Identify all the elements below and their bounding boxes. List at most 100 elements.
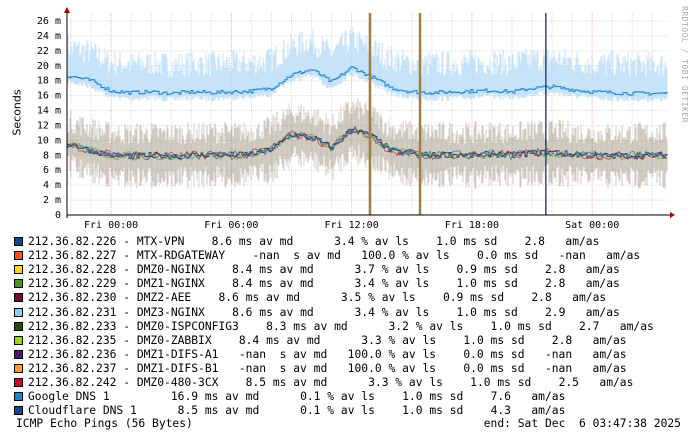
gap [429, 277, 456, 290]
label: av md [218, 390, 260, 404]
label: sd [510, 376, 532, 389]
legend-row: 212.36.82.231 - DMZ3-NGINX 8.6 ms av md … [14, 306, 620, 319]
gap [518, 263, 545, 276]
gap [538, 249, 558, 262]
host-name: 212.36.82.233 - DMZ0-ISPCONFIG3 [28, 319, 239, 333]
host-name: 212.36.82.242 - DMZ0-480-3CX [28, 376, 219, 389]
loss-spike [368, 13, 372, 215]
y-tick-label: 10 m [37, 135, 61, 146]
label: am/as [510, 404, 566, 418]
gap [327, 362, 347, 375]
label: sd [476, 235, 498, 248]
amas-value: 2.8 [544, 263, 566, 277]
sd-value: 1.0 ms [402, 404, 443, 418]
gap [205, 306, 232, 319]
legend-row: 212.36.82.228 - DMZ0-NGINX 8.4 ms av md … [14, 263, 620, 276]
legend-swatch [14, 406, 23, 416]
label: av ls [402, 376, 443, 389]
gap [436, 334, 463, 347]
x-tick-label: Fri 06:00 [204, 220, 258, 230]
label: sd [497, 305, 518, 319]
host-name: Cloudflare DNS 1 [28, 404, 137, 418]
gap [239, 320, 266, 333]
y-axis-title: Seconds [10, 89, 24, 136]
legend-swatch [14, 392, 23, 402]
gap [443, 376, 470, 389]
median-value: -nan s [252, 249, 301, 263]
legend-row: 212.36.82.237 - DMZ1-DIFS-B1 -nan s av m… [14, 362, 627, 375]
label: sd [497, 263, 518, 277]
footer-probe: ICMP Echo Pings (56 Bytes) [16, 417, 193, 430]
gap [327, 348, 347, 361]
gap [463, 390, 490, 403]
label: av ls [368, 235, 409, 248]
x-axis-arrow [670, 212, 675, 218]
amas-value: 7.6 [490, 390, 511, 404]
label: sd [442, 390, 464, 404]
sd-value: 1.0 ms [402, 390, 443, 404]
sd-value: 0.9 ms [442, 291, 484, 305]
label: am/as [572, 361, 627, 375]
gap [184, 235, 211, 248]
loss-value: 100.0 % [347, 347, 396, 361]
label: av ls [395, 347, 437, 361]
legend-swatch [14, 335, 23, 345]
legend-swatch [14, 378, 23, 387]
legend-swatch [14, 293, 23, 303]
sd-value: 1.0 ms [456, 277, 498, 291]
median-value: 8.4 ms [238, 333, 280, 347]
y-tick-label: 14 m [37, 106, 61, 117]
host-median-line [66, 126, 668, 161]
loss-value: 0.1 % [300, 390, 335, 404]
gap [463, 320, 490, 333]
amas-value: 2.8 [531, 291, 552, 305]
label: av md [286, 376, 328, 389]
legend-row: 212.36.82.236 - DMZ1-DIFS-A1 -nan s av m… [14, 348, 627, 361]
legend-row: 212.36.82.235 - DMZ0-ZABBIX 8.4 ms av md… [14, 334, 627, 347]
loss-value: 3.3 % [361, 333, 396, 347]
gap [450, 249, 477, 262]
host-name: 212.36.82.229 - DMZ1-NGINX [28, 277, 205, 291]
legend-row: 212.36.82.233 - DMZ0-ISPCONFIG3 8.3 ms a… [14, 320, 654, 333]
loss-spike [545, 13, 547, 215]
series-0 [66, 27, 668, 103]
median-value: 8.5 ms [177, 404, 219, 418]
gap [212, 334, 239, 347]
label: am/as [578, 376, 634, 389]
gap [137, 404, 178, 417]
label: av md [279, 333, 321, 347]
label: av ls [388, 263, 430, 277]
gap [525, 334, 552, 347]
median-value: 8.6 ms [232, 305, 273, 319]
median-value: 8.5 ms [245, 376, 287, 389]
label: av ls [408, 249, 450, 263]
gap [205, 263, 232, 276]
sd-value: 0.9 ms [456, 263, 498, 277]
gap [314, 277, 355, 290]
gap [191, 291, 218, 304]
amas-value: 2.9 [544, 305, 566, 319]
label: av ls [374, 291, 416, 305]
label: av md [272, 305, 314, 319]
gap [218, 348, 238, 361]
median-value: -nan s [238, 347, 287, 361]
y-axis-arrow [64, 7, 70, 13]
gap [525, 348, 545, 361]
sd-value: 1.0 ms [436, 235, 477, 248]
legend-swatch [14, 279, 23, 289]
gap [110, 390, 171, 403]
median-value: 8.4 ms [232, 263, 273, 277]
gap [327, 376, 368, 389]
gap [375, 404, 402, 417]
host-name: 212.36.82.226 - MTX-VPN [28, 235, 185, 248]
label: sd [504, 347, 525, 361]
host-name: 212.36.82.236 - DMZ1-DIFS-A1 [28, 347, 219, 361]
sd-value: 0.0 ms [463, 347, 505, 361]
amas-value: 2.8 [524, 235, 545, 248]
legend-row: 212.36.82.242 - DMZ0-480-3CX 8.5 ms av m… [14, 376, 633, 389]
legend-row: 212.36.82.229 - DMZ1-NGINX 8.4 ms av md … [14, 277, 620, 290]
y-tick-label: 4 m [43, 180, 61, 191]
label: av md [272, 263, 314, 277]
median-value: 8.6 ms [218, 291, 260, 305]
y-tick-label: 18 m [37, 76, 61, 87]
